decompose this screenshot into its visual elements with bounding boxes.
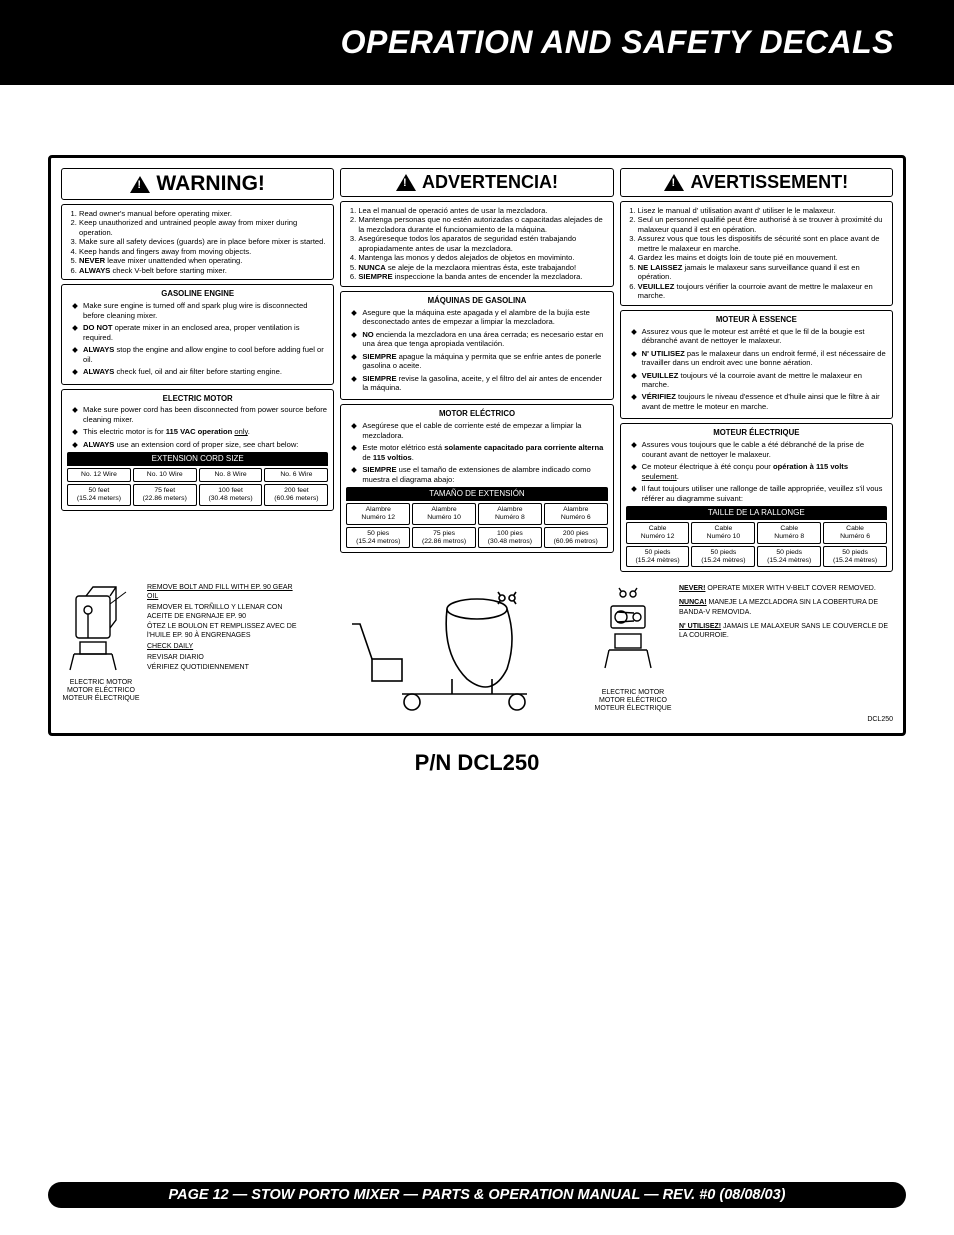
header-bar: OPERATION AND SAFETY DECALS	[0, 0, 954, 85]
fr-elec-box: MOTEUR ÉLECTRIQUE Assures vous toujours …	[620, 423, 893, 572]
warning-header-es: ADVERTENCIA!	[340, 168, 613, 197]
decal-outline: WARNING! Read owner's manual before oper…	[48, 155, 906, 736]
col-es: ADVERTENCIA! Lea el manual de operació a…	[340, 168, 613, 576]
warning-icon	[396, 174, 416, 191]
right-motor-labels: ELECTRIC MOTORMOTOR ELÉCTRICOMOTEUR ÉLEC…	[593, 689, 673, 713]
page-title: OPERATION AND SAFETY DECALS	[341, 24, 894, 61]
left-instructions: REMOVE BOLT AND FILL WITH EP. 90 GEAR OI…	[147, 584, 301, 703]
mixer-belt-icon	[603, 584, 663, 684]
es-intro-box: Lea el manual de operació antes de usar …	[340, 201, 613, 287]
warning-icon	[130, 176, 150, 193]
dcl-tag: DCL250	[61, 716, 893, 723]
en-intro-box: Read owner's manual before operating mix…	[61, 204, 334, 280]
es-gas-title: MÁQUINAS DE GASOLINA	[346, 296, 607, 306]
mixer-diagram-icon	[66, 584, 136, 674]
warning-icon	[664, 174, 684, 191]
mixer-main-icon	[352, 584, 542, 714]
fr-gas-box: MOTEUR À ESSENCE Assurez vous que le mot…	[620, 310, 893, 420]
warning-header-text: WARNING!	[156, 172, 265, 196]
fr-elec-title: MOTEUR ÉLECTRIQUE	[626, 428, 887, 438]
es-elec-title: MOTOR ELÉCTRICO	[346, 409, 607, 419]
warning-columns: WARNING! Read owner's manual before oper…	[61, 168, 893, 576]
center-mixer-art	[309, 584, 585, 714]
page-body: WARNING! Read owner's manual before oper…	[0, 85, 954, 796]
warning-header-fr: AVERTISSEMENT!	[620, 168, 893, 197]
left-icon-group: ELECTRIC MOTORMOTOR ELÉCTRICOMOTEUR ÉLEC…	[61, 584, 301, 703]
left-motor-labels: ELECTRIC MOTORMOTOR ELÉCTRICOMOTEUR ÉLEC…	[61, 679, 141, 703]
en-elec-box: ELECTRIC MOTOR Make sure power cord has …	[61, 389, 334, 511]
fr-gas-title: MOTEUR À ESSENCE	[626, 315, 887, 325]
en-cord-title: EXTENSION CORD SIZE	[67, 452, 328, 466]
fr-intro-box: Lisez le manual d' utilisation avant d' …	[620, 201, 893, 306]
right-icon-group: ELECTRIC MOTORMOTOR ELÉCTRICOMOTEUR ÉLEC…	[593, 584, 893, 713]
col-fr: AVERTISSEMENT! Lisez le manual d' utilis…	[620, 168, 893, 576]
en-gas-box: GASOLINE ENGINE Make sure engine is turn…	[61, 284, 334, 384]
warning-header-text: ADVERTENCIA!	[422, 172, 558, 193]
col-en: WARNING! Read owner's manual before oper…	[61, 168, 334, 576]
es-cord-title: TAMAÑO DE EXTENSIÓN	[346, 487, 607, 501]
bottom-icon-row: ELECTRIC MOTORMOTOR ELÉCTRICOMOTEUR ÉLEC…	[61, 584, 893, 714]
warning-header-en: WARNING!	[61, 168, 334, 200]
en-gas-title: GASOLINE ENGINE	[67, 289, 328, 299]
fr-cord-title: TAILLE DE LA RALLONGE	[626, 506, 887, 520]
part-number: P/N DCL250	[48, 750, 906, 776]
es-gas-box: MÁQUINAS DE GASOLINA Asegure que la máqu…	[340, 291, 613, 401]
warning-header-text: AVERTISSEMENT!	[690, 172, 848, 193]
right-instructions: NEVER! OPERATE MIXER WITH V-BELT COVER R…	[679, 584, 893, 713]
footer-bar: PAGE 12 — STOW PORTO MIXER — PARTS & OPE…	[48, 1182, 906, 1208]
es-elec-box: MOTOR ELÉCTRICO Asegúrese que el cable d…	[340, 404, 613, 553]
en-elec-title: ELECTRIC MOTOR	[67, 394, 328, 404]
